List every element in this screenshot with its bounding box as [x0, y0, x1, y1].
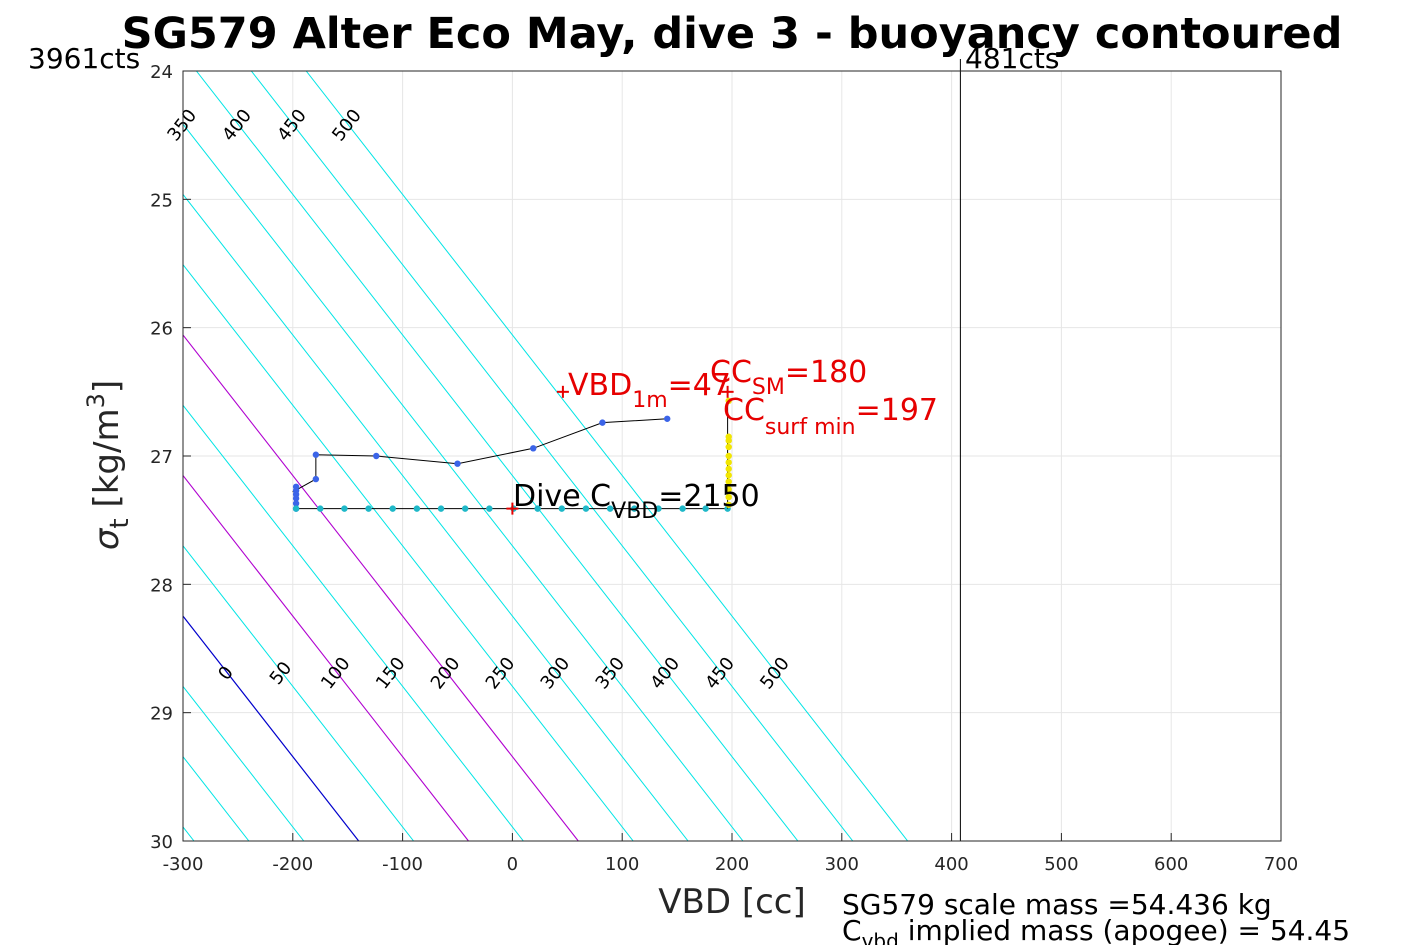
annotation-ccsurf: CCsurf min=197: [723, 393, 938, 440]
surface-points-point: [725, 493, 732, 501]
contour-line: [183, 404, 524, 841]
contour-line: [305, 71, 909, 841]
bottom-points-point: [317, 505, 324, 512]
contour-line: [183, 123, 744, 841]
bottom-points-point: [534, 505, 541, 512]
surface-points-point: [725, 486, 732, 493]
surface-points-point: [725, 501, 732, 508]
y-axis-ticks: 24 25 26 27 28 29 30: [150, 62, 191, 853]
bottom-points-point: [486, 505, 493, 512]
vbd-limit-left-label: 3961cts: [28, 42, 140, 75]
footer-scale-mass: SG579 scale mass =54.436 kg: [842, 888, 1272, 921]
bottom-points-point: [413, 505, 421, 512]
bottom-points-point: [582, 505, 590, 512]
y-label-units-sup: 3: [82, 393, 110, 408]
dive-series: [292, 385, 734, 515]
profile-points-point: [312, 451, 320, 458]
annotation-vbd1m: VBD1m=47: [568, 368, 731, 413]
x-tick-label: 600: [1154, 854, 1188, 875]
bottom-points-point: [437, 505, 445, 512]
x-tick-label: 0: [507, 854, 518, 875]
y-tick-label: 30: [150, 832, 173, 853]
y-tick-label: 28: [150, 575, 173, 596]
surface-points-point: [725, 443, 732, 451]
y-tick-label: 27: [150, 447, 173, 468]
bottom-points-point: [606, 505, 614, 512]
contour-line: [183, 545, 414, 841]
contour-line: [0, 71, 84, 841]
bottom-points-point: [631, 505, 638, 512]
bottom-points-point: [461, 505, 469, 512]
footer-implied-mass: Cvbd implied mass (apogee) = 54.45: [842, 914, 1350, 945]
y-tick-label: 25: [150, 190, 173, 211]
x-tick-label: 200: [715, 854, 749, 875]
surface-points-point: [725, 437, 732, 444]
y-tick-label: 29: [150, 704, 173, 725]
x-tick-label: -300: [163, 854, 204, 875]
surface-points-point: [725, 478, 732, 485]
profile-points-point: [292, 495, 300, 502]
y-tick-label: 26: [150, 319, 173, 340]
x-tick-label: 700: [1264, 854, 1298, 875]
contour-line: [183, 615, 360, 841]
contour-line: [183, 334, 579, 841]
chart-title: SG579 Alter Eco May, dive 3 - buoyancy c…: [122, 9, 1343, 59]
annotation-ccsm: CCSM=180: [710, 355, 867, 400]
y-label-sub: t: [105, 518, 135, 528]
bottom-points-point: [341, 505, 348, 512]
x-tick-label: -200: [272, 854, 313, 875]
contour-line: [250, 71, 854, 841]
y-axis-label: σt [kg/m3]: [82, 380, 135, 550]
profile-points-point: [664, 415, 671, 422]
surface-points-point: [725, 452, 732, 460]
y-label-sigma: σ: [87, 527, 127, 550]
y-label-units-close: ]: [87, 380, 127, 393]
contour-line: [183, 685, 305, 841]
profile-points-point: [530, 445, 537, 452]
bottom-points-point: [702, 505, 709, 512]
x-tick-label: 400: [934, 854, 968, 875]
x-tick-label: 500: [1044, 854, 1078, 875]
x-axis-label: VBD [cc]: [658, 882, 806, 922]
contour-line: [183, 474, 469, 841]
vbd-limit-right-label: 481cts: [965, 42, 1059, 75]
annotation-dive-cvbd: Dive CVBD=2150: [513, 479, 760, 524]
surface-points-point: [725, 465, 732, 473]
x-tick-label: -100: [382, 854, 423, 875]
bottom-points-point: [389, 505, 396, 512]
bottom-points-point: [655, 505, 662, 512]
profile-points-point: [373, 452, 380, 460]
contour-line: [0, 71, 29, 841]
profile-points-point: [599, 419, 606, 426]
profile-points-point: [454, 460, 461, 467]
surface-points-point: [725, 397, 732, 405]
contour-line: [183, 263, 634, 841]
y-tick-label: 24: [150, 62, 173, 83]
surface-points-point: [725, 459, 732, 466]
bottom-points-point: [292, 505, 300, 512]
y-label-units: [kg/m: [87, 408, 127, 507]
x-tick-label: 300: [825, 854, 859, 875]
bottom-points-point: [679, 505, 686, 512]
bottom-points-point: [558, 505, 566, 512]
svg-text:σt [kg/m3]: σt [kg/m3]: [82, 380, 135, 550]
profile-points-point: [292, 500, 300, 507]
surface-points-point: [725, 472, 732, 479]
x-tick-label: 100: [605, 854, 639, 875]
profile-points-point: [312, 475, 320, 483]
bottom-points-point: [365, 505, 372, 512]
x-axis-ticks: -300 -200 -100 0 100 200 300 400 500 600 700: [163, 833, 1298, 875]
